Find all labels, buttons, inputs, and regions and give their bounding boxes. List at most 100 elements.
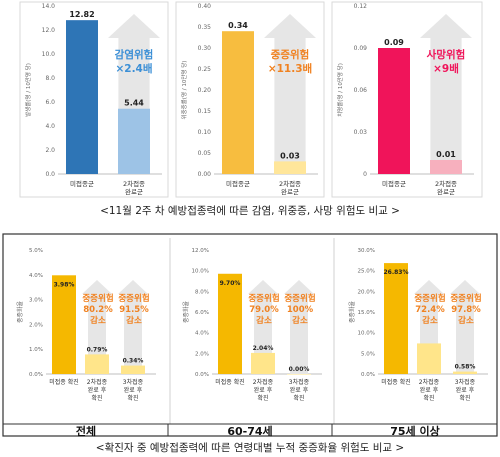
bottom-2-value-label: 9.70% [220,280,241,287]
bottom-2-ytick: 8.0% [195,289,209,295]
bottom-1-xtick: 미접종 확진 [49,378,79,386]
bottom-1-value-label: 3.98% [54,281,75,288]
bottom-2-reduction-annotation: 중증위험 79.0% 감소 [248,293,279,326]
bottom-2-value-label: 2.04% [253,345,274,352]
top-2-ytick: 0.25 [198,66,212,73]
bottom-1-bar [85,354,109,374]
bottom-3-ytick: 5.0% [361,351,375,357]
top-1-ytick: 4.0 [45,123,55,130]
bottom-1-ytick: 5.0% [29,248,43,254]
top-2-value-label: 0.34 [228,21,248,30]
bottom-3-value-label: 26.83% [384,269,409,276]
top-2-xtick: 미접종군 [226,179,250,188]
bottom-1-ylabel: 중증화율 [17,300,24,323]
bottom-1-reduction-annotation: 중증위험 91.5% 감소 [118,293,149,326]
top-1-ytick: 2.0 [45,147,55,154]
bottom-2-ytick: 4.0% [195,331,209,337]
top-2-ytick: 0.35 [198,24,212,31]
top-3-ylabel: 치명률(명 / 10만명 당) [336,63,344,117]
top-1-bar [118,108,150,174]
top-1-ytick: 0.0 [45,171,55,178]
bottom-1-ytick: 3.0% [29,298,43,304]
top-1-ytick: 10.0 [42,51,56,58]
top-3-ytick: 0.12 [354,3,368,10]
bottom-1-value-label: 0.79% [87,346,108,353]
top-3-ytick: 0.03 [354,129,368,136]
bottom-2-arrow-3 [284,280,314,374]
top-3-value-label: 0.09 [384,38,404,47]
bottom-1-xtick: 3차접종 완료 후 확진 [123,378,144,402]
top-3-ytick: 0.06 [354,87,368,94]
bottom-2-arrow-2 [248,280,278,374]
bottom-1-reduction-annotation: 중증위험 80.2% 감소 [82,293,113,326]
top-1-xtick: 미접종군 [70,179,94,188]
top-2-ytick: 0.40 [198,3,212,10]
top-1-xtick: 2차접종 완료군 [123,179,145,196]
bottom-3-ytick: 25.0% [358,269,375,275]
bottom-2-xtick: 미접종 확진 [215,378,245,386]
top-1-value-label: 5.44 [124,99,144,108]
top-2-ytick: 0.30 [198,45,212,52]
bottom-2-xtick: 3차접종 완료 후 확진 [289,378,310,402]
bottom-3-bar [453,371,477,374]
bottom-2-xtick: 2차접종 완료 후 확진 [253,378,274,402]
bottom-2-ytick: 0.0% [195,372,209,378]
bottom-caption: <확진자 중 예방접종력에 따른 연령대별 누적 중증화율 위험도 비교 > [96,441,404,454]
top-3-ratio-annotation: 사망위험 ×9배 [427,48,466,75]
top-3-bar [430,160,462,174]
top-1-ytick: 12.0 [42,27,56,34]
bottom-2-ytick: 12.0% [192,248,209,254]
top-1-ytick: 8.0 [45,75,55,82]
bottom-1-xtick: 2차접종 완료 후 확진 [87,378,108,402]
bottom-2-bar [218,273,242,374]
bottom-3-ytick: 0.0% [361,372,375,378]
bottom-3-ylabel: 중증화율 [349,300,356,323]
bottom-1-bar [121,365,145,374]
bottom-1-value-label: 0.34% [123,358,144,365]
top-2-ylabel: 위중증률(명 / 10만명 당) [180,61,188,120]
bottom-3-ytick: 15.0% [358,310,375,316]
bottom-2-ytick: 2.0% [195,351,209,357]
top-2-ytick: 0.00 [198,171,212,178]
bottom-3-value-label: 0.58% [455,364,476,371]
top-2-bar [222,31,254,175]
top-2-ytick: 0.15 [198,108,212,115]
top-3-bar [378,48,410,174]
bottom-2-bar [287,374,311,375]
top-2-ratio-annotation: 중증위험 ×11.3배 [268,48,312,75]
bottom-2-ytick: 6.0% [195,310,209,316]
bottom-1-arrow-2 [82,280,112,374]
bottom-3-reduction-annotation: 중증위험 97.8% 감소 [450,293,481,326]
top-1-bar [66,20,98,174]
bottom-1-panel-label: 전체 [76,424,96,438]
bottom-3-bar [417,343,441,374]
bottom-3-arrow-3 [450,280,480,374]
bottom-2-bar [251,352,275,374]
bottom-3-bar [384,263,408,374]
bottom-2-panel-label: 60-74세 [227,424,272,438]
bottom-3-reduction-annotation: 중증위험 72.4% 감소 [414,293,445,326]
bottom-3-xtick: 미접종 확진 [381,378,411,386]
top-1-ratio-annotation: 감염위험 ×2.4배 [115,48,154,75]
top-1-ytick: 6.0 [45,99,55,106]
top-3-xtick: 미접종군 [382,179,406,188]
top-1-value-label: 12.82 [69,10,94,19]
top-2-xtick: 2차접종 완료군 [279,179,301,196]
bottom-1-ytick: 0.0% [29,372,43,378]
bottom-1-ytick: 2.0% [29,322,43,328]
top-2-ytick: 0.20 [198,87,212,94]
top-2-bar [274,161,306,174]
top-3-value-label: 0.01 [436,150,456,159]
top-3-ytick: 0.09 [354,45,368,52]
top-caption: <11월 2주 차 예방접종력에 따른 감염, 위중증, 사망 위험도 비교 > [100,204,400,217]
bottom-3-xtick: 3차접종 완료 후 확진 [455,378,476,402]
top-2-ytick: 0.10 [198,129,212,136]
top-2-ytick: 0.05 [198,150,212,157]
bottom-3-ytick: 30.0% [358,248,375,254]
bottom-2-ytick: 10.0% [192,269,209,275]
top-2-arrow [264,14,316,174]
bottom-1-ytick: 4.0% [29,273,43,279]
bottom-3-ytick: 20.0% [358,289,375,295]
bottom-3-panel-label: 75세 이상 [390,424,440,438]
